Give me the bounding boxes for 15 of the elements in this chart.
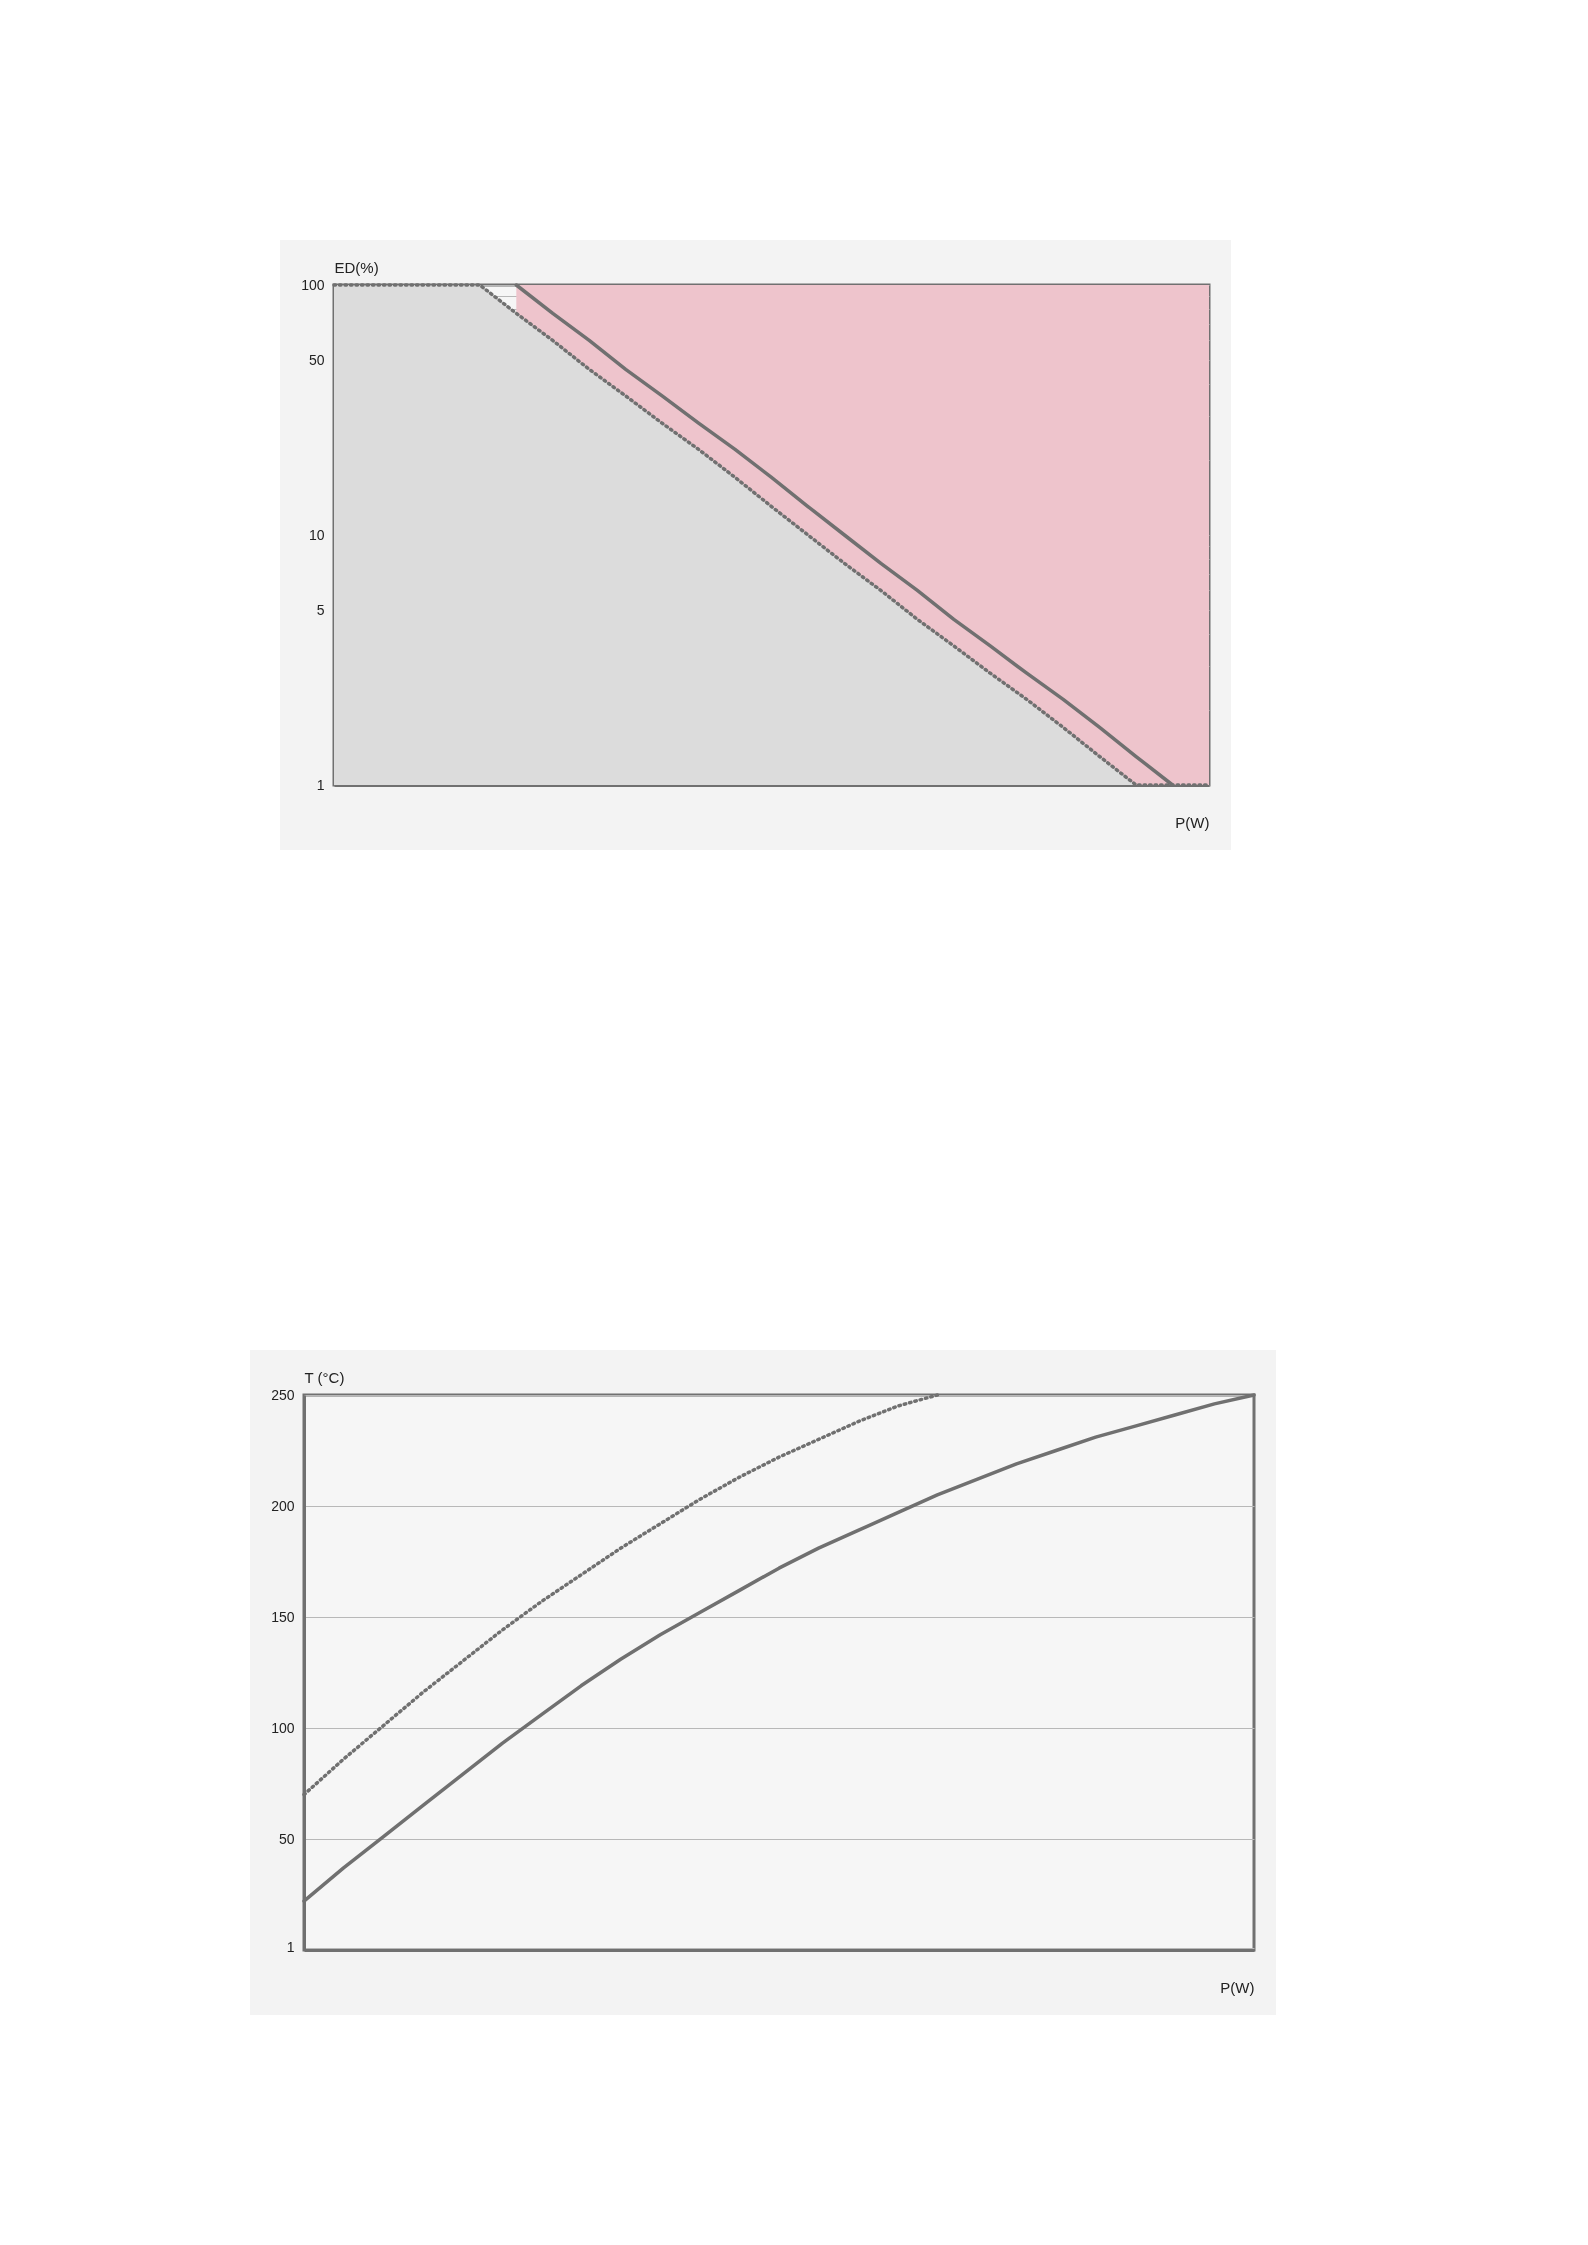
- y-tick-label: 50: [308, 351, 325, 368]
- y-tick-label: 50: [278, 1830, 295, 1847]
- x-axis-title: P(W): [1220, 1978, 1255, 1996]
- y-tick-label: 1: [286, 1939, 295, 1956]
- x-axis-title: P(W): [1175, 813, 1210, 831]
- y-tick-label: 150: [271, 1608, 295, 1625]
- y-tick-label: 100: [301, 276, 325, 293]
- y-tick-label: 250: [271, 1386, 295, 1403]
- y-tick-label: 200: [271, 1497, 295, 1514]
- y-tick-label: 5: [316, 601, 325, 618]
- y-tick-label: 1: [316, 776, 325, 793]
- y-tick-label: 100: [271, 1719, 295, 1736]
- y-axis-title: ED(%): [334, 258, 379, 276]
- y-axis-title: T (°C): [304, 1368, 345, 1386]
- y-tick-label: 10: [308, 526, 325, 543]
